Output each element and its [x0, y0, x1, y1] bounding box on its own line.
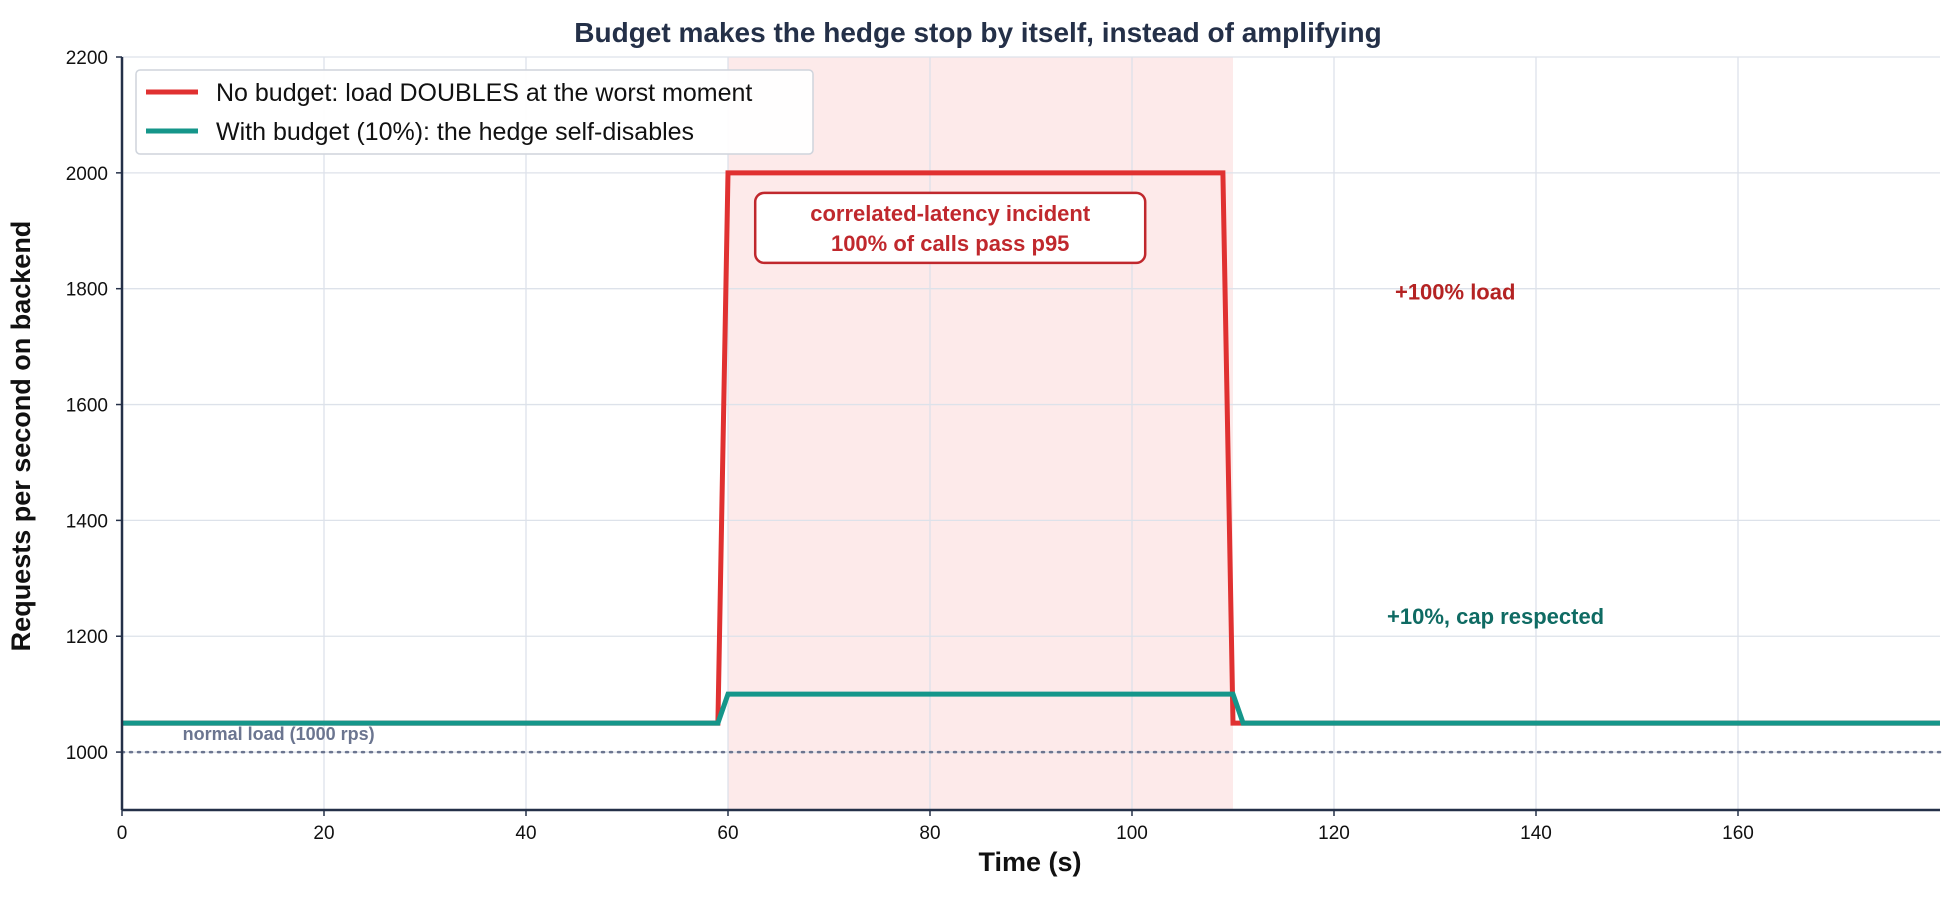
annotation-text: 100% of calls pass p95: [831, 231, 1069, 256]
incident-region: [728, 57, 1233, 810]
legend: No budget: load DOUBLES at the worst mom…: [135, 69, 814, 155]
legend-label-1: No budget: load DOUBLES at the worst mom…: [216, 79, 752, 107]
y-tick-label: 1000: [66, 743, 108, 764]
y-tick-label: 1200: [66, 627, 108, 648]
y-tick-label: 1800: [66, 280, 108, 301]
x-tick-label: 20: [313, 823, 334, 844]
y-tick-label: 1600: [66, 396, 108, 417]
y-tick-label: 2000: [66, 164, 108, 185]
annotation-text: +100% load: [1395, 280, 1515, 305]
x-tick-label: 40: [515, 823, 536, 844]
reference-line-label: normal load (1000 rps): [183, 724, 375, 744]
annotation-box: [753, 191, 1147, 265]
annotation-text: +10%, cap respected: [1387, 604, 1604, 629]
chart-title: Budget makes the hedge stop by itself, i…: [574, 17, 1381, 48]
x-axis-label: Time (s): [978, 847, 1081, 877]
y-tick-label: 2200: [66, 48, 108, 69]
y-axis-label: Requests per second on backend: [6, 221, 36, 652]
x-tick-label: 100: [1116, 823, 1148, 844]
series-line-2: [122, 691, 1940, 726]
y-tick-label: 1400: [66, 511, 108, 532]
legend-label-2: With budget (10%): the hedge self-disabl…: [216, 118, 694, 146]
legend-box: [135, 69, 814, 155]
x-tick-label: 120: [1318, 823, 1350, 844]
x-tick-label: 140: [1520, 823, 1552, 844]
x-tick-label: 60: [717, 823, 738, 844]
annotation-text: correlated-latency incident: [810, 201, 1091, 226]
x-tick-label: 160: [1722, 823, 1754, 844]
x-tick-label: 0: [117, 823, 128, 844]
x-tick-label: 80: [919, 823, 940, 844]
